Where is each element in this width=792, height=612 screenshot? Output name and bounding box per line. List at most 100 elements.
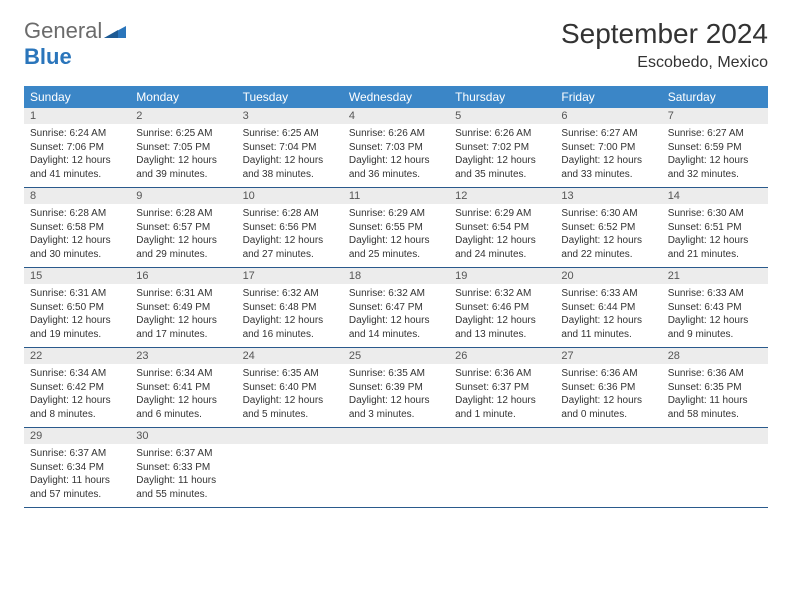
daylight-line: Daylight: 12 hours and 27 minutes.: [243, 234, 337, 261]
calendar-day: 26Sunrise: 6:36 AMSunset: 6:37 PMDayligh…: [449, 348, 555, 428]
sunrise-line: Sunrise: 6:28 AM: [136, 207, 230, 221]
day-content: Sunrise: 6:28 AMSunset: 6:56 PMDaylight:…: [237, 204, 343, 267]
weekday-header-row: SundayMondayTuesdayWednesdayThursdayFrid…: [24, 86, 768, 108]
calendar-day: 4Sunrise: 6:26 AMSunset: 7:03 PMDaylight…: [343, 108, 449, 188]
day-number: 27: [555, 348, 661, 364]
location-label: Escobedo, Mexico: [561, 54, 768, 72]
day-content: Sunrise: 6:29 AMSunset: 6:54 PMDaylight:…: [449, 204, 555, 267]
sunrise-line: Sunrise: 6:34 AM: [136, 367, 230, 381]
day-content: Sunrise: 6:30 AMSunset: 6:52 PMDaylight:…: [555, 204, 661, 267]
calendar-day-empty: [237, 428, 343, 508]
sunset-line: Sunset: 6:35 PM: [668, 381, 762, 395]
day-number: 2: [130, 108, 236, 124]
sunrise-line: Sunrise: 6:29 AM: [349, 207, 443, 221]
day-content: Sunrise: 6:36 AMSunset: 6:36 PMDaylight:…: [555, 364, 661, 427]
sunset-line: Sunset: 7:04 PM: [243, 141, 337, 155]
day-content: Sunrise: 6:26 AMSunset: 7:02 PMDaylight:…: [449, 124, 555, 187]
day-number: 16: [130, 268, 236, 284]
day-number: 17: [237, 268, 343, 284]
sunrise-line: Sunrise: 6:32 AM: [243, 287, 337, 301]
sunrise-line: Sunrise: 6:31 AM: [136, 287, 230, 301]
calendar-day: 9 Sunrise: 6:28 AMSunset: 6:57 PMDaylight…: [130, 188, 236, 268]
sunset-line: Sunset: 6:47 PM: [349, 301, 443, 315]
daylight-line: Daylight: 12 hours and 1 minute.: [455, 394, 549, 421]
calendar-row: 8Sunrise: 6:28 AMSunset: 6:58 PMDaylight…: [24, 188, 768, 268]
daylight-line: Daylight: 12 hours and 39 minutes.: [136, 154, 230, 181]
day-content: Sunrise: 6:29 AMSunset: 6:55 PMDaylight:…: [343, 204, 449, 267]
sunrise-line: Sunrise: 6:25 AM: [136, 127, 230, 141]
sunrise-line: Sunrise: 6:33 AM: [561, 287, 655, 301]
daylight-line: Daylight: 12 hours and 17 minutes.: [136, 314, 230, 341]
day-number: 12: [449, 188, 555, 204]
day-number: 23: [130, 348, 236, 364]
sunrise-line: Sunrise: 6:26 AM: [455, 127, 549, 141]
day-number: 4: [343, 108, 449, 124]
daylight-line: Daylight: 12 hours and 36 minutes.: [349, 154, 443, 181]
calendar-row: 22Sunrise: 6:34 AMSunset: 6:42 PMDayligh…: [24, 348, 768, 428]
day-number: 25: [343, 348, 449, 364]
daylight-line: Daylight: 12 hours and 30 minutes.: [30, 234, 124, 261]
logo-triangle-icon: [104, 18, 126, 44]
sunset-line: Sunset: 6:40 PM: [243, 381, 337, 395]
calendar-day-empty: [555, 428, 661, 508]
daylight-line: Daylight: 12 hours and 13 minutes.: [455, 314, 549, 341]
day-number: 9: [130, 188, 236, 204]
sunrise-line: Sunrise: 6:27 AM: [668, 127, 762, 141]
daylight-line: Daylight: 11 hours and 58 minutes.: [668, 394, 762, 421]
day-number: 28: [662, 348, 768, 364]
sunrise-line: Sunrise: 6:26 AM: [349, 127, 443, 141]
day-number: 1: [24, 108, 130, 124]
day-content: Sunrise: 6:28 AMSunset: 6:58 PMDaylight:…: [24, 204, 130, 267]
daylight-line: Daylight: 12 hours and 22 minutes.: [561, 234, 655, 261]
daylight-line: Daylight: 12 hours and 29 minutes.: [136, 234, 230, 261]
sunrise-line: Sunrise: 6:24 AM: [30, 127, 124, 141]
day-number: 8: [24, 188, 130, 204]
day-content: Sunrise: 6:25 AMSunset: 7:04 PMDaylight:…: [237, 124, 343, 187]
calendar-day: 29Sunrise: 6:37 AMSunset: 6:34 PMDayligh…: [24, 428, 130, 508]
calendar-day: 25Sunrise: 6:35 AMSunset: 6:39 PMDayligh…: [343, 348, 449, 428]
sunset-line: Sunset: 6:57 PM: [136, 221, 230, 235]
calendar-day: 12Sunrise: 6:29 AMSunset: 6:54 PMDayligh…: [449, 188, 555, 268]
calendar-day: 27Sunrise: 6:36 AMSunset: 6:36 PMDayligh…: [555, 348, 661, 428]
day-content: Sunrise: 6:32 AMSunset: 6:46 PMDaylight:…: [449, 284, 555, 347]
sunset-line: Sunset: 6:33 PM: [136, 461, 230, 475]
day-number: 11: [343, 188, 449, 204]
day-content: Sunrise: 6:31 AMSunset: 6:50 PMDaylight:…: [24, 284, 130, 347]
logo: General Blue: [24, 18, 126, 70]
title-block: September 2024 Escobedo, Mexico: [561, 18, 768, 72]
daylight-line: Daylight: 11 hours and 55 minutes.: [136, 474, 230, 501]
daylight-line: Daylight: 12 hours and 32 minutes.: [668, 154, 762, 181]
daylight-line: Daylight: 12 hours and 25 minutes.: [349, 234, 443, 261]
calendar-day: 20Sunrise: 6:33 AMSunset: 6:44 PMDayligh…: [555, 268, 661, 348]
sunset-line: Sunset: 6:34 PM: [30, 461, 124, 475]
calendar-day: 15Sunrise: 6:31 AMSunset: 6:50 PMDayligh…: [24, 268, 130, 348]
day-number: 20: [555, 268, 661, 284]
day-content: Sunrise: 6:37 AMSunset: 6:33 PMDaylight:…: [130, 444, 236, 507]
calendar-day-empty: [662, 428, 768, 508]
sunset-line: Sunset: 6:46 PM: [455, 301, 549, 315]
sunset-line: Sunset: 6:51 PM: [668, 221, 762, 235]
calendar-day: 17Sunrise: 6:32 AMSunset: 6:48 PMDayligh…: [237, 268, 343, 348]
day-content: Sunrise: 6:36 AMSunset: 6:35 PMDaylight:…: [662, 364, 768, 427]
daylight-line: Daylight: 11 hours and 57 minutes.: [30, 474, 124, 501]
day-content: Sunrise: 6:25 AMSunset: 7:05 PMDaylight:…: [130, 124, 236, 187]
calendar-row: 29Sunrise: 6:37 AMSunset: 6:34 PMDayligh…: [24, 428, 768, 508]
calendar-body: 1Sunrise: 6:24 AMSunset: 7:06 PMDaylight…: [24, 108, 768, 508]
daylight-line: Daylight: 12 hours and 11 minutes.: [561, 314, 655, 341]
day-content: Sunrise: 6:32 AMSunset: 6:47 PMDaylight:…: [343, 284, 449, 347]
weekday-header: Wednesday: [343, 86, 449, 108]
sunrise-line: Sunrise: 6:30 AM: [561, 207, 655, 221]
logo-text: General Blue: [24, 18, 126, 70]
calendar-day: 1Sunrise: 6:24 AMSunset: 7:06 PMDaylight…: [24, 108, 130, 188]
sunset-line: Sunset: 6:39 PM: [349, 381, 443, 395]
sunrise-line: Sunrise: 6:36 AM: [561, 367, 655, 381]
calendar-row: 15Sunrise: 6:31 AMSunset: 6:50 PMDayligh…: [24, 268, 768, 348]
day-content: Sunrise: 6:31 AMSunset: 6:49 PMDaylight:…: [130, 284, 236, 347]
day-content: Sunrise: 6:35 AMSunset: 6:39 PMDaylight:…: [343, 364, 449, 427]
daylight-line: Daylight: 12 hours and 41 minutes.: [30, 154, 124, 181]
sunrise-line: Sunrise: 6:35 AM: [349, 367, 443, 381]
day-number: 21: [662, 268, 768, 284]
sunset-line: Sunset: 6:49 PM: [136, 301, 230, 315]
calendar-table: SundayMondayTuesdayWednesdayThursdayFrid…: [24, 86, 768, 508]
daylight-line: Daylight: 12 hours and 35 minutes.: [455, 154, 549, 181]
